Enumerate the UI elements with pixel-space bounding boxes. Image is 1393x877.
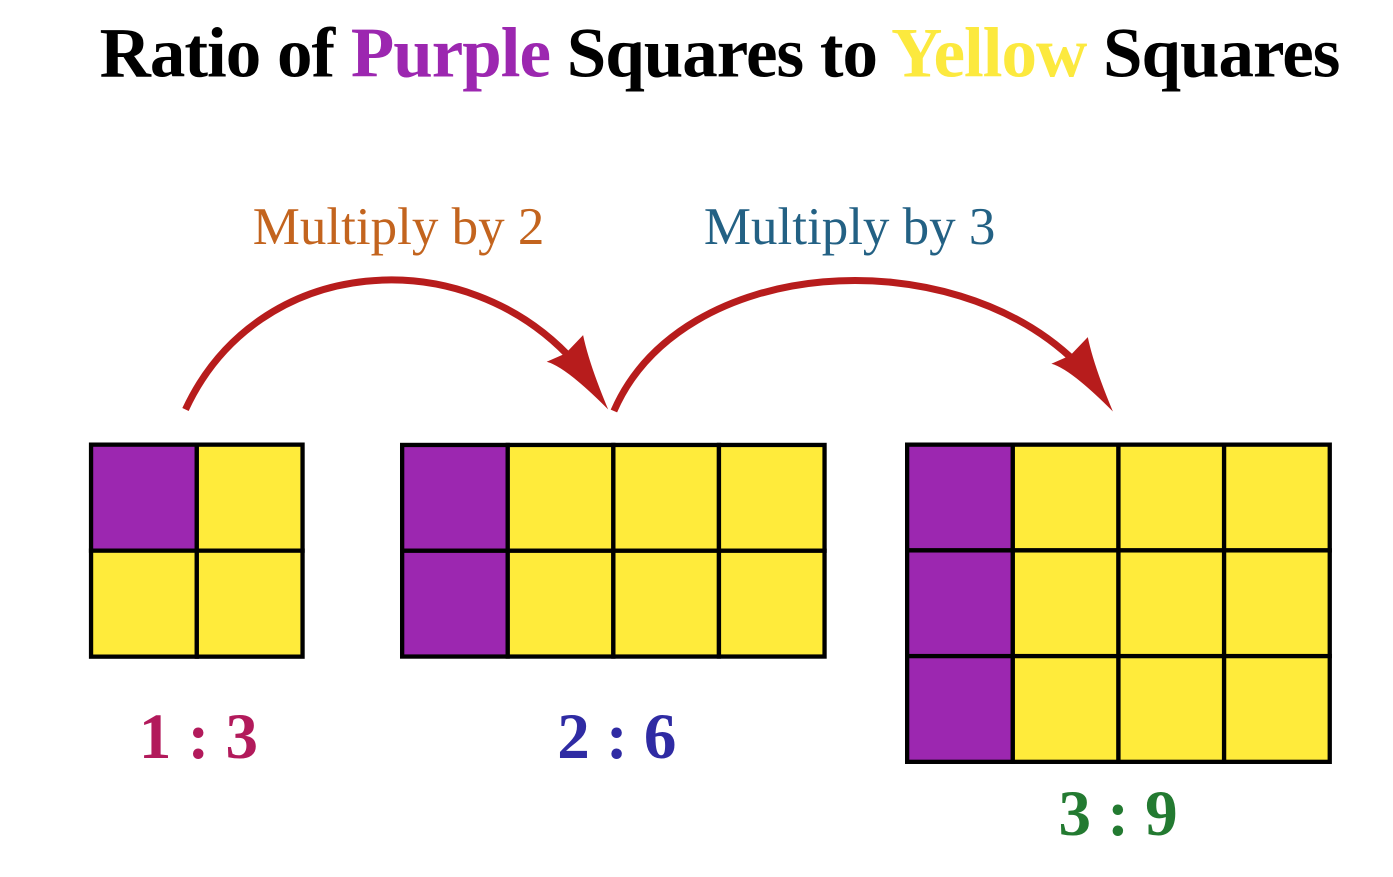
svg-text:Multiply by 3: Multiply by 3: [704, 198, 996, 256]
svg-text:3 : 9: 3 : 9: [1059, 778, 1178, 850]
svg-text:2 : 6: 2 : 6: [557, 701, 676, 773]
svg-text:Multiply by 2: Multiply by 2: [253, 198, 545, 256]
svg-text:1 : 3: 1 : 3: [139, 701, 258, 773]
svg-text:Ratio of Purple Squares to Yel: Ratio of Purple Squares to Yellow Square…: [100, 15, 1340, 93]
